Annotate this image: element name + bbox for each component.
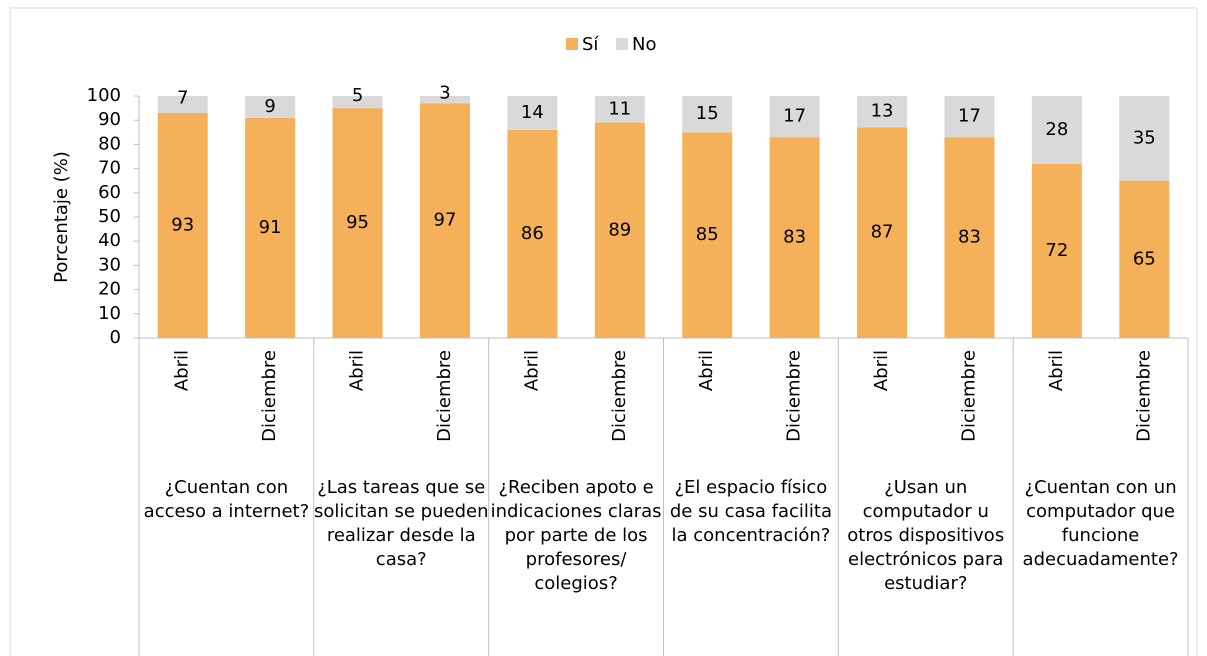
bar-segment (594, 122, 645, 339)
bar-segment (857, 127, 908, 339)
bar-segment (507, 96, 558, 130)
data-label: 89 (608, 219, 631, 240)
data-label: 95 (346, 212, 369, 233)
data-label: 13 (871, 101, 894, 122)
bar-segment (245, 117, 296, 338)
bar-segment (682, 96, 733, 133)
bar-segment (1119, 96, 1170, 181)
x-tick-label: Abril (696, 350, 717, 391)
bar-segment (245, 96, 296, 118)
y-tick-label: 40 (98, 230, 121, 251)
data-label: 97 (434, 210, 457, 231)
chart-frame (9, 7, 1198, 656)
y-tick-label: 90 (98, 109, 121, 130)
y-tick-label: 60 (98, 182, 121, 203)
data-label: 5 (352, 85, 363, 106)
x-tick-label: Diciembre (784, 350, 805, 442)
x-tick-label: Diciembre (958, 350, 979, 442)
x-tick-label: Abril (1046, 350, 1067, 391)
y-tick-label: 30 (98, 254, 121, 275)
bar-segment (682, 132, 733, 338)
data-label: 28 (1045, 119, 1068, 140)
bar-segment (857, 96, 908, 128)
data-label: 86 (521, 223, 544, 244)
data-label: 17 (783, 106, 806, 127)
bar-segment (1119, 180, 1170, 338)
data-label: 11 (608, 98, 631, 119)
x-tick-label: Abril (521, 350, 542, 391)
y-tick-label: 70 (98, 158, 121, 179)
y-tick-label: 0 (110, 327, 121, 348)
legend-label: No (632, 34, 656, 55)
legend-swatch (616, 38, 628, 50)
bar-segment (769, 137, 820, 338)
y-tick-label: 20 (98, 279, 121, 300)
data-label: 72 (1045, 240, 1068, 261)
bar-segment (769, 96, 820, 138)
bar-segment (594, 96, 645, 123)
data-label: 87 (871, 222, 894, 243)
y-tick-label: 50 (98, 206, 121, 227)
y-tick-label: 100 (87, 85, 121, 106)
group-label: ¿Las tareas que se solicitan se pueden r… (313, 477, 489, 570)
group-label: ¿Reciben apoto e indicaciones claras por… (490, 477, 662, 594)
x-tick-label: Abril (347, 350, 368, 391)
data-label: 35 (1133, 127, 1156, 148)
bar-segment (332, 96, 383, 109)
data-label: 83 (783, 227, 806, 248)
y-tick-label: 80 (98, 133, 121, 154)
x-tick-label: Abril (871, 350, 892, 391)
data-label: 65 (1133, 248, 1156, 269)
data-label: 14 (521, 102, 544, 123)
data-label: 3 (439, 83, 450, 104)
group-label: ¿Cuentan con acceso a internet? (143, 477, 310, 522)
data-label: 93 (171, 214, 194, 235)
data-label: 83 (958, 227, 981, 248)
data-label: 91 (259, 217, 282, 238)
bar-segment (419, 103, 470, 338)
group-label: ¿Usan un computador u otros dispositivos… (847, 477, 1005, 594)
bar-segment (419, 96, 470, 104)
x-tick-label: Diciembre (259, 350, 280, 442)
legend-label: Sí (582, 34, 599, 55)
group-label: ¿El espacio físico de su casa facilita l… (669, 477, 832, 546)
bar-segment (507, 129, 558, 338)
bar-segment (157, 112, 208, 338)
data-label: 85 (696, 224, 719, 245)
x-tick-label: Diciembre (1133, 350, 1154, 442)
bar-segment (944, 96, 995, 138)
x-tick-label: Diciembre (434, 350, 455, 442)
x-tick-label: Abril (172, 350, 193, 391)
bar-segment (1031, 163, 1082, 338)
x-tick-label: Diciembre (609, 350, 630, 442)
bar-segment (332, 108, 383, 338)
bar-segment (157, 96, 208, 113)
y-axis-title: Porcentaje (%) (51, 151, 72, 283)
bar-segment (944, 137, 995, 338)
bar-segment (1031, 96, 1082, 164)
data-label: 17 (958, 106, 981, 127)
data-label: 15 (696, 103, 719, 124)
legend-swatch (566, 38, 578, 50)
data-label: 9 (264, 96, 275, 117)
group-label: ¿Cuentan con un computador que funcione … (1022, 477, 1179, 570)
y-tick-label: 10 (98, 303, 121, 324)
data-label: 7 (177, 87, 188, 108)
